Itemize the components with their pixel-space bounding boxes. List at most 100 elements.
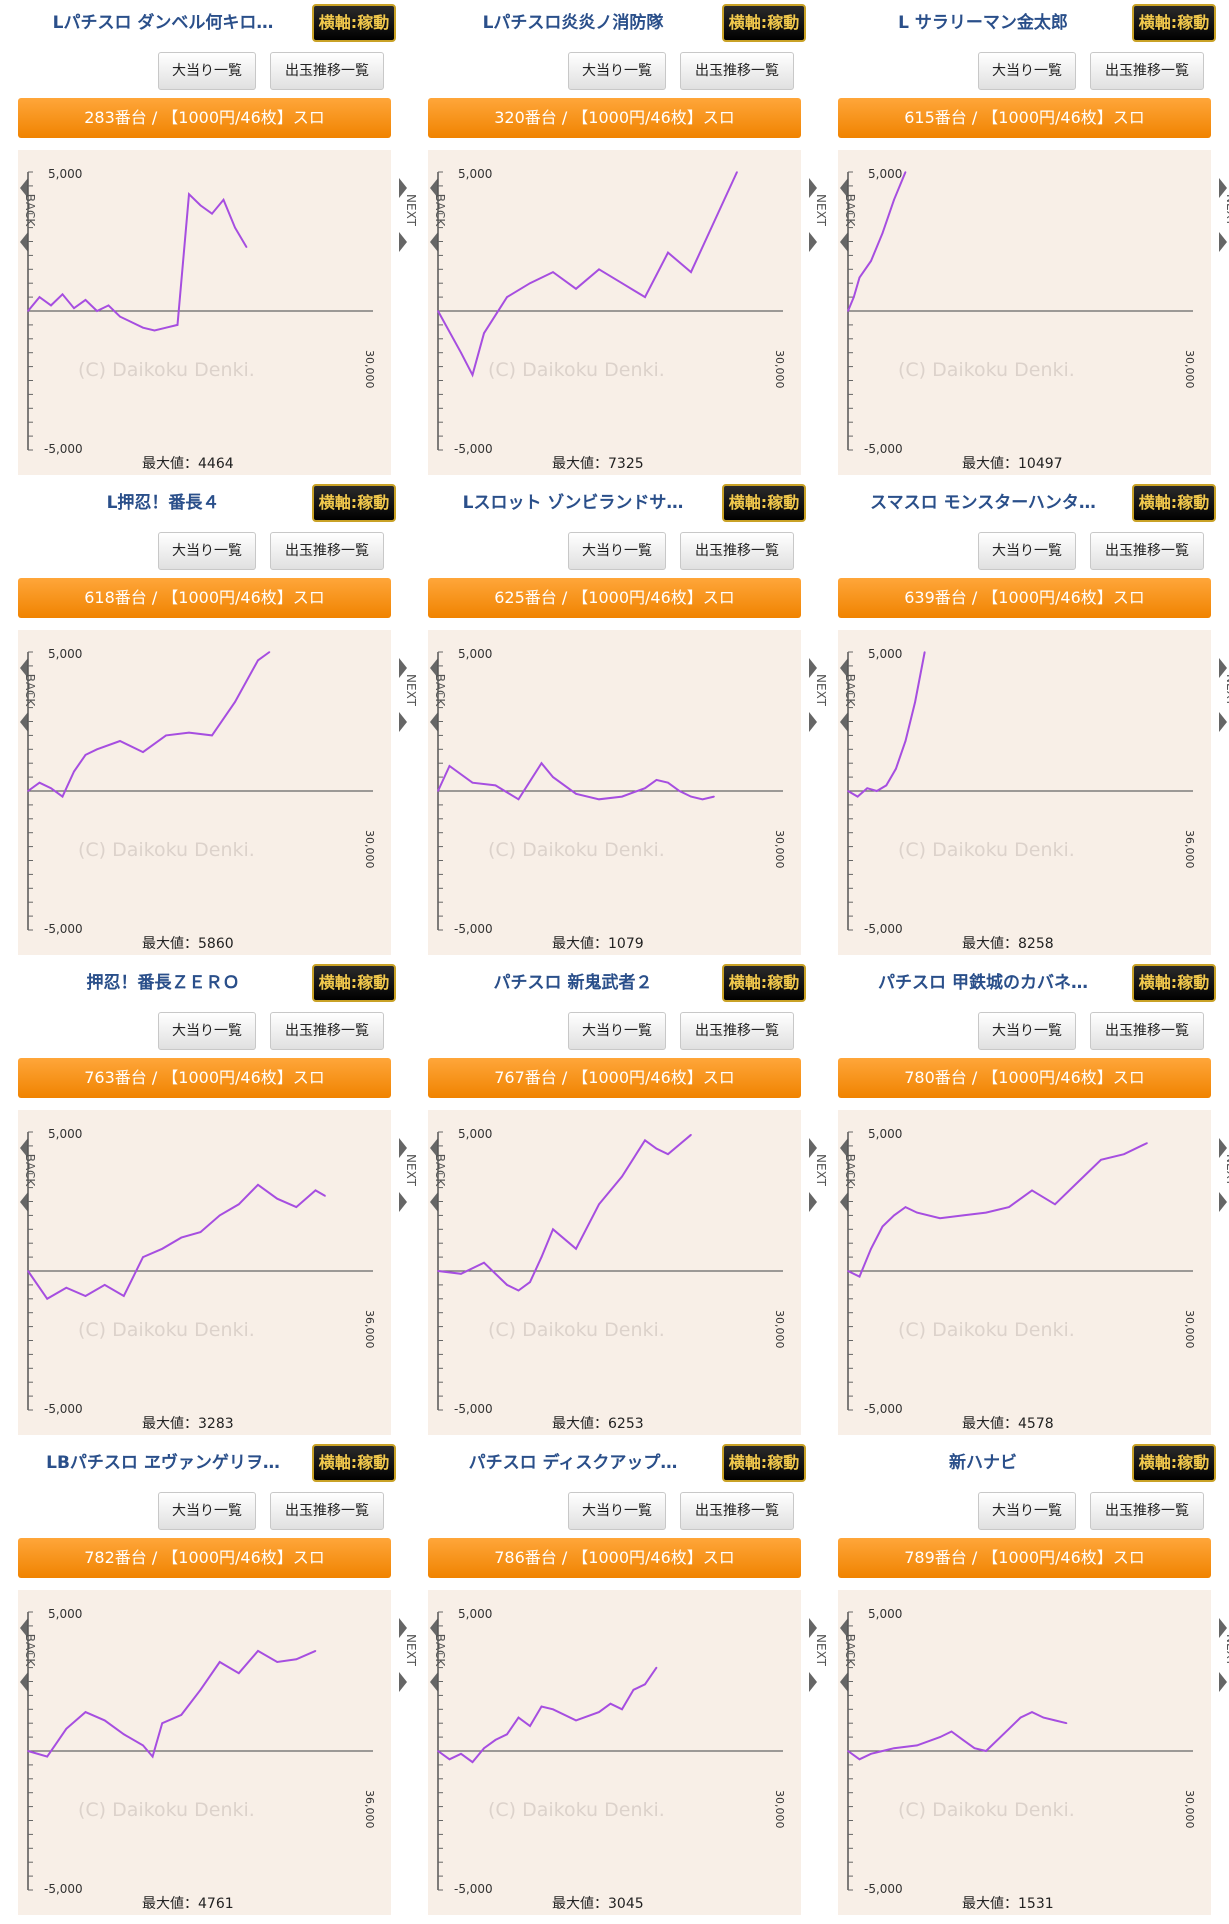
back-arrow-icon[interactable] — [840, 1672, 848, 1692]
next-arrow-icon[interactable] — [399, 1138, 407, 1158]
trend-list-button[interactable]: 出玉推移一覧 — [270, 1012, 384, 1050]
hit-list-button[interactable]: 大当り一覧 — [978, 1012, 1076, 1050]
next-arrow-icon[interactable] — [399, 658, 407, 678]
back-arrow-icon[interactable] — [840, 712, 848, 732]
next-arrow-icon[interactable] — [1219, 1138, 1227, 1158]
machine-name[interactable]: Lスロット ゾンビランドサ… — [462, 493, 684, 513]
hit-list-button[interactable]: 大当り一覧 — [158, 1492, 256, 1530]
next-arrow-icon[interactable] — [1219, 1672, 1227, 1692]
next-arrow-icon[interactable] — [809, 1192, 817, 1212]
machine-info-bar[interactable]: 763番台 / 【1000円/46枚】スロ — [18, 1058, 391, 1098]
back-arrow-icon[interactable] — [840, 232, 848, 252]
hit-list-button[interactable]: 大当り一覧 — [568, 52, 666, 90]
back-label[interactable]: BACK — [433, 194, 447, 228]
next-arrow-icon[interactable] — [809, 232, 817, 252]
back-arrow-icon[interactable] — [430, 1192, 438, 1212]
back-arrow-icon[interactable] — [840, 1192, 848, 1212]
status-badge[interactable]: 横軸:稼動 — [722, 1444, 806, 1482]
next-label[interactable]: NEXT — [1224, 1634, 1229, 1667]
back-arrow-icon[interactable] — [20, 1138, 28, 1158]
next-label[interactable]: NEXT — [814, 1154, 828, 1187]
status-badge[interactable]: 横軸:稼動 — [312, 484, 396, 522]
status-badge[interactable]: 横軸:稼動 — [722, 4, 806, 42]
next-label[interactable]: NEXT — [404, 194, 418, 227]
hit-list-button[interactable]: 大当り一覧 — [158, 1012, 256, 1050]
next-arrow-icon[interactable] — [809, 178, 817, 198]
back-arrow-icon[interactable] — [840, 178, 848, 198]
machine-name[interactable]: 押忍！番長ＺＥＲＯ — [86, 973, 240, 993]
back-arrow-icon[interactable] — [20, 178, 28, 198]
next-label[interactable]: NEXT — [1224, 674, 1229, 707]
back-arrow-icon[interactable] — [20, 658, 28, 678]
next-arrow-icon[interactable] — [1219, 1618, 1227, 1638]
next-arrow-icon[interactable] — [1219, 712, 1227, 732]
hit-list-button[interactable]: 大当り一覧 — [978, 532, 1076, 570]
trend-list-button[interactable]: 出玉推移一覧 — [270, 532, 384, 570]
back-arrow-icon[interactable] — [20, 1672, 28, 1692]
next-arrow-icon[interactable] — [1219, 658, 1227, 678]
back-arrow-icon[interactable] — [430, 1672, 438, 1692]
status-badge[interactable]: 横軸:稼動 — [722, 964, 806, 1002]
machine-name[interactable]: Lパチスロ炎炎ノ消防隊 — [482, 13, 664, 33]
next-arrow-icon[interactable] — [1219, 1192, 1227, 1212]
next-arrow-icon[interactable] — [399, 1618, 407, 1638]
status-badge[interactable]: 横軸:稼動 — [1132, 964, 1216, 1002]
next-arrow-icon[interactable] — [809, 1138, 817, 1158]
next-arrow-icon[interactable] — [809, 1672, 817, 1692]
hit-list-button[interactable]: 大当り一覧 — [158, 52, 256, 90]
status-badge[interactable]: 横軸:稼動 — [312, 964, 396, 1002]
back-arrow-icon[interactable] — [20, 712, 28, 732]
next-arrow-icon[interactable] — [809, 658, 817, 678]
back-label[interactable]: BACK — [23, 1154, 37, 1188]
back-arrow-icon[interactable] — [20, 1192, 28, 1212]
next-arrow-icon[interactable] — [399, 1192, 407, 1212]
trend-list-button[interactable]: 出玉推移一覧 — [270, 1492, 384, 1530]
back-label[interactable]: BACK — [23, 1634, 37, 1668]
back-arrow-icon[interactable] — [430, 658, 438, 678]
status-badge[interactable]: 横軸:稼動 — [1132, 484, 1216, 522]
next-label[interactable]: NEXT — [404, 1634, 418, 1667]
machine-name[interactable]: スマスロ モンスターハンタ… — [870, 493, 1096, 513]
status-badge[interactable]: 横軸:稼動 — [312, 1444, 396, 1482]
trend-list-button[interactable]: 出玉推移一覧 — [1090, 1492, 1204, 1530]
back-arrow-icon[interactable] — [430, 712, 438, 732]
trend-list-button[interactable]: 出玉推移一覧 — [270, 52, 384, 90]
machine-name[interactable]: Lパチスロ ダンベル何キロ… — [52, 13, 274, 33]
next-arrow-icon[interactable] — [809, 712, 817, 732]
back-arrow-icon[interactable] — [840, 1138, 848, 1158]
back-arrow-icon[interactable] — [430, 178, 438, 198]
machine-info-bar[interactable]: 615番台 / 【1000円/46枚】スロ — [838, 98, 1211, 138]
machine-name[interactable]: L押忍！番長４ — [106, 493, 220, 513]
trend-list-button[interactable]: 出玉推移一覧 — [1090, 532, 1204, 570]
back-label[interactable]: BACK — [843, 194, 857, 228]
back-label[interactable]: BACK — [843, 1154, 857, 1188]
next-label[interactable]: NEXT — [404, 674, 418, 707]
trend-list-button[interactable]: 出玉推移一覧 — [1090, 52, 1204, 90]
trend-list-button[interactable]: 出玉推移一覧 — [1090, 1012, 1204, 1050]
status-badge[interactable]: 横軸:稼動 — [722, 484, 806, 522]
back-label[interactable]: BACK — [23, 194, 37, 228]
trend-list-button[interactable]: 出玉推移一覧 — [680, 1012, 794, 1050]
next-arrow-icon[interactable] — [1219, 178, 1227, 198]
machine-info-bar[interactable]: 625番台 / 【1000円/46枚】スロ — [428, 578, 801, 618]
trend-list-button[interactable]: 出玉推移一覧 — [680, 1492, 794, 1530]
status-badge[interactable]: 横軸:稼動 — [1132, 1444, 1216, 1482]
hit-list-button[interactable]: 大当り一覧 — [568, 1012, 666, 1050]
back-label[interactable]: BACK — [23, 674, 37, 708]
machine-info-bar[interactable]: 320番台 / 【1000円/46枚】スロ — [428, 98, 801, 138]
hit-list-button[interactable]: 大当り一覧 — [978, 52, 1076, 90]
back-label[interactable]: BACK — [433, 1634, 447, 1668]
back-label[interactable]: BACK — [843, 674, 857, 708]
back-arrow-icon[interactable] — [430, 1618, 438, 1638]
back-arrow-icon[interactable] — [430, 232, 438, 252]
hit-list-button[interactable]: 大当り一覧 — [158, 532, 256, 570]
trend-list-button[interactable]: 出玉推移一覧 — [680, 52, 794, 90]
hit-list-button[interactable]: 大当り一覧 — [568, 532, 666, 570]
next-label[interactable]: NEXT — [814, 194, 828, 227]
machine-name[interactable]: 新ハナビ — [949, 1453, 1017, 1473]
machine-name[interactable]: LBパチスロ ヱヴァンゲリヲ… — [46, 1453, 280, 1473]
next-label[interactable]: NEXT — [814, 1634, 828, 1667]
status-badge[interactable]: 横軸:稼動 — [312, 4, 396, 42]
status-badge[interactable]: 横軸:稼動 — [1132, 4, 1216, 42]
machine-name[interactable]: パチスロ 甲鉄城のカバネ… — [878, 973, 1088, 993]
